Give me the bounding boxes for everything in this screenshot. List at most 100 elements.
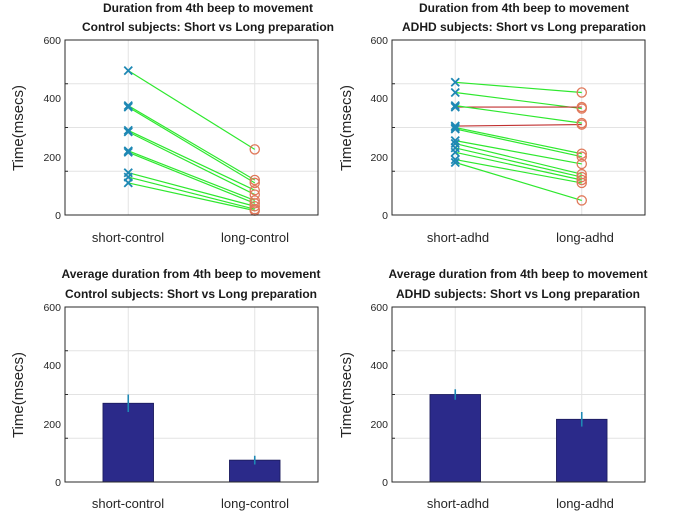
y-tick-label: 200 [370, 152, 388, 164]
series-line [455, 151, 582, 181]
x-category-label: long-adhd [556, 230, 614, 245]
y-tick-label: 400 [43, 360, 61, 372]
long-marker [576, 151, 588, 162]
panel-subtitle: Control subjects: Short vs Long preparat… [65, 287, 317, 301]
long-marker [249, 184, 260, 196]
y-axis-label: Time(msecs) [338, 352, 355, 438]
long-marker [249, 144, 260, 155]
short-marker [450, 100, 460, 111]
y-axis-label: Time(msecs) [338, 85, 355, 171]
short-marker [450, 124, 460, 134]
panel-title: Duration from 4th beep to movement [419, 1, 629, 15]
y-tick-label: 200 [43, 419, 61, 431]
x-category-label: short-control [92, 230, 164, 245]
y-tick-label: 200 [43, 152, 61, 164]
series-line [455, 123, 582, 127]
y-tick-label: 600 [43, 302, 61, 314]
short-marker [450, 147, 460, 157]
short-marker [123, 100, 133, 111]
series-line [455, 142, 582, 175]
series-line [455, 128, 582, 158]
x-category-label: long-control [221, 230, 289, 245]
long-marker [576, 177, 588, 189]
y-axis-label: Time(msecs) [10, 352, 27, 438]
y-tick-label: 200 [370, 419, 388, 431]
series-line [455, 126, 582, 155]
bar [429, 394, 481, 483]
long-marker [249, 198, 260, 209]
long-marker [249, 177, 260, 189]
series-line [455, 158, 582, 184]
y-tick-label: 400 [370, 360, 388, 372]
bar [102, 402, 154, 483]
short-marker [450, 135, 460, 146]
short-marker [123, 125, 133, 136]
short-marker [123, 178, 133, 188]
long-marker [249, 174, 260, 186]
y-tick-label: 400 [370, 93, 388, 105]
short-marker [123, 146, 133, 156]
long-marker [576, 158, 588, 170]
panel-subtitle: ADHD subjects: Short vs Long preparation [402, 20, 646, 34]
plot-area [64, 306, 319, 483]
long-marker [576, 87, 588, 98]
y-tick-label: 0 [55, 477, 61, 489]
series-line [127, 70, 256, 150]
panel-subtitle: ADHD subjects: Short vs Long preparation [396, 287, 640, 301]
panel-title: Duration from 4th beep to movement [103, 1, 313, 15]
long-marker [576, 171, 588, 183]
series-line [128, 172, 255, 207]
panel-subtitle: Control subjects: Short vs Long preparat… [82, 20, 334, 34]
bar [556, 418, 608, 483]
series-line [128, 151, 255, 204]
short-marker [450, 122, 460, 133]
short-marker [123, 102, 133, 112]
series-line [455, 91, 582, 110]
plot-area [391, 306, 646, 483]
short-marker [123, 65, 133, 76]
y-tick-label: 600 [43, 35, 61, 47]
x-category-label: short-control [92, 496, 164, 511]
panel-adhd-paired: Duration from 4th beep to movement ADHD … [338, 1, 646, 245]
series-line [455, 81, 582, 94]
y-tick-label: 600 [370, 35, 388, 47]
y-tick-label: 0 [382, 210, 388, 222]
short-marker [450, 157, 460, 168]
short-marker [450, 77, 460, 87]
series-line [128, 150, 255, 201]
series-line [128, 182, 255, 212]
panel-control-average: Average duration from 4th beep to moveme… [10, 267, 320, 511]
panel-title: Average duration from 4th beep to moveme… [389, 267, 648, 281]
series-line [127, 106, 256, 184]
series-line [127, 105, 256, 181]
y-tick-label: 0 [55, 210, 61, 222]
plot-area [391, 39, 646, 216]
series-line [127, 129, 256, 191]
x-category-label: short-adhd [427, 496, 489, 511]
short-marker [450, 154, 460, 165]
long-marker [576, 119, 588, 130]
panel-control-paired: Duration from 4th beep to movement Contr… [10, 1, 334, 245]
series-line [128, 176, 255, 210]
long-marker [576, 195, 588, 206]
series-line [127, 131, 256, 196]
long-marker [249, 200, 260, 212]
x-category-label: long-adhd [556, 496, 614, 511]
long-marker [576, 148, 588, 159]
long-marker [576, 101, 588, 113]
x-category-label: long-control [221, 496, 289, 511]
short-marker [123, 147, 133, 157]
y-tick-label: 600 [370, 302, 388, 314]
panel-adhd-average: Average duration from 4th beep to moveme… [338, 267, 647, 511]
short-marker [450, 87, 460, 98]
y-tick-label: 400 [43, 93, 61, 105]
short-marker [450, 102, 460, 112]
series-line [455, 140, 582, 165]
plot-area [64, 39, 319, 216]
panel-title: Average duration from 4th beep to moveme… [62, 267, 321, 281]
short-marker [123, 127, 133, 137]
short-marker [450, 121, 460, 131]
series-line [455, 147, 582, 178]
